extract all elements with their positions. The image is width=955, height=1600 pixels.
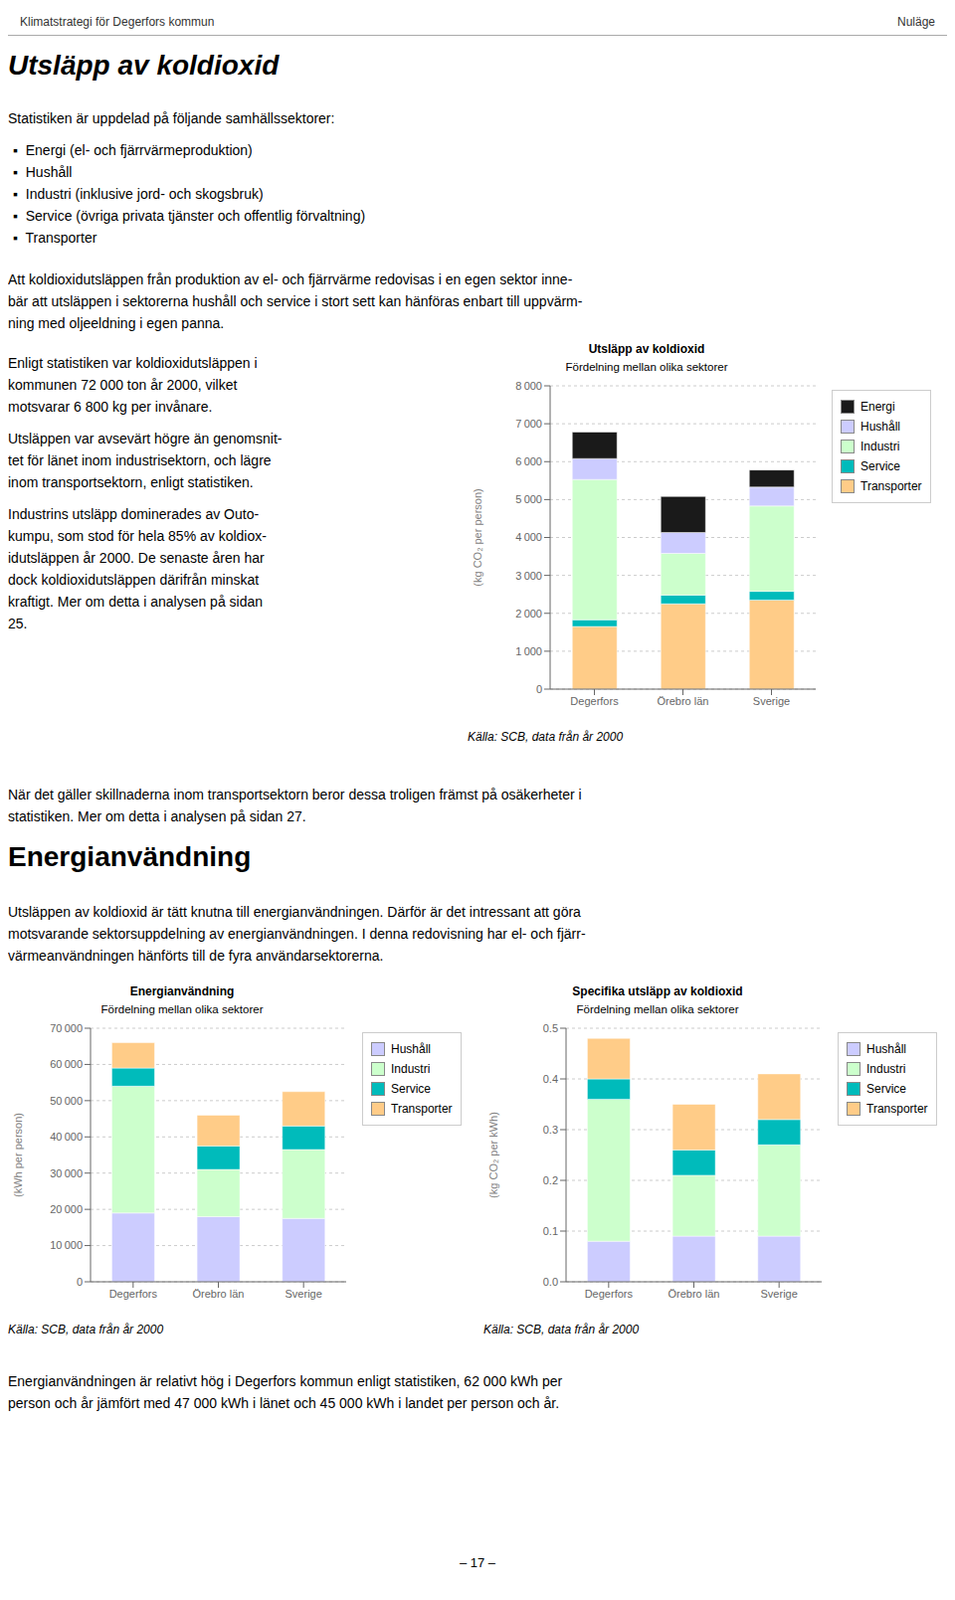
html-text:Nuläge: Nuläge: [897, 14, 936, 29]
svg-text:50 000: 50 000: [49, 1095, 83, 1108]
svg-text:0: 0: [536, 683, 543, 696]
html-text:När det gäller skillnaderna in: När det gäller skillnaderna inom transpo…: [7, 786, 582, 803]
html-text:Fördelning mellan olika sektor: Fördelning mellan olika sektorer: [565, 361, 728, 374]
html-text:ning med oljeeldning i egen pa: ning med oljeeldning i egen panna.: [7, 315, 225, 332]
html-text:Transporter: Transporter: [390, 1102, 453, 1117]
html-text:dock koldioxidutsläppen därifr: dock koldioxidutsläppen därifrån minskat: [7, 572, 259, 588]
svg-text:6 000: 6 000: [515, 455, 543, 468]
svg-text:30 000: 30 000: [49, 1167, 83, 1180]
html-text:Transporter: Transporter: [866, 1102, 928, 1117]
svg-text:5 000: 5 000: [515, 493, 543, 506]
html-text:Energianvändningen är relativt: Energianvändningen är relativt hög i Deg…: [7, 1373, 563, 1390]
html-text:– 17 –: – 17 –: [459, 1555, 496, 1571]
svg-text:40 000: 40 000: [49, 1131, 83, 1144]
svg-text:8 000: 8 000: [515, 380, 543, 392]
svg-text:(kg CO₂ per kWh): (kg CO₂ per kWh): [487, 1112, 500, 1199]
svg-text:0.2: 0.2: [543, 1174, 559, 1187]
svg-text:Sverige: Sverige: [285, 1288, 323, 1301]
html-text:Källa: SCB, data från år 2000: Källa: SCB, data från år 2000: [483, 1323, 639, 1337]
svg-text:Sverige: Sverige: [761, 1288, 798, 1301]
svg-text:0.5: 0.5: [543, 1022, 559, 1035]
svg-text:60 000: 60 000: [49, 1058, 83, 1071]
html-text:Hushåll: Hushåll: [866, 1042, 907, 1057]
svg-text:Sverige: Sverige: [753, 695, 790, 708]
html-text:person och år jämfört med 47 0: person och år jämfört med 47 000 kWh i l…: [7, 1395, 560, 1412]
html-text:▪ Service (övriga privata tjän: ▪ Service (övriga privata tjänster och o…: [12, 207, 366, 224]
svg-text:7 000: 7 000: [515, 417, 543, 430]
html-text:Specifika utsläpp av koldioxid: Specifika utsläpp av koldioxid: [572, 984, 743, 999]
html-text:kraftigt. Mer om detta i analy: kraftigt. Mer om detta i analysen på sid…: [7, 593, 263, 610]
html-text:Utsläppen var avsevärt högre ä: Utsläppen var avsevärt högre än genomsni…: [7, 430, 283, 447]
html-text:Industrins utsläpp dominerades: Industrins utsläpp dominerades av Outo-: [7, 506, 259, 523]
html-text:kumpu, som stod för hela 85% a: kumpu, som stod för hela 85% av koldiox-: [7, 528, 267, 545]
html-text:motsvarar 6 800 kg per invånar: motsvarar 6 800 kg per invånare.: [7, 398, 213, 415]
html-text:Utsläpp av koldioxid: Utsläpp av koldioxid: [588, 342, 705, 357]
html-text:Energi: Energi: [860, 399, 896, 414]
html-text:Fördelning mellan olika sektor: Fördelning mellan olika sektorer: [576, 1003, 739, 1016]
svg-text:(kWh per person): (kWh per person): [11, 1113, 24, 1198]
svg-text:0.3: 0.3: [543, 1124, 559, 1137]
svg-text:10 000: 10 000: [49, 1239, 83, 1252]
svg-text:Degerfors: Degerfors: [570, 695, 619, 708]
svg-text:0.4: 0.4: [543, 1073, 559, 1086]
svg-text:70 000: 70 000: [49, 1022, 83, 1035]
html-text:Energianvändning: Energianvändning: [7, 841, 251, 873]
svg-text:0: 0: [76, 1276, 83, 1289]
svg-text:Örebro län: Örebro län: [192, 1288, 245, 1301]
html-text:Service: Service: [390, 1082, 431, 1097]
svg-text:Degerfors: Degerfors: [584, 1288, 634, 1301]
svg-text:1 000: 1 000: [515, 645, 543, 658]
svg-text:3 000: 3 000: [515, 570, 543, 582]
html-text:Transporter: Transporter: [860, 479, 922, 494]
html-text:Klimatstrategi för Degerfors k: Klimatstrategi för Degerfors kommun: [19, 14, 215, 29]
html-text:Service: Service: [866, 1082, 907, 1097]
html-text:tet för länet inom industrisek: tet för länet inom industrisektorn, och …: [7, 452, 272, 469]
html-text:motsvarande sektorsuppdelning: motsvarande sektorsuppdelning av energia…: [7, 926, 586, 943]
html-text:▪ Energi (el- och fjärrvärmepr: ▪ Energi (el- och fjärrvärmeproduktion): [12, 142, 253, 159]
html-text:25.: 25.: [7, 615, 28, 632]
svg-text:4 000: 4 000: [515, 531, 543, 544]
html-text:Hushåll: Hushåll: [860, 419, 901, 434]
html-text:Källa: SCB, data från år 2000: Källa: SCB, data från år 2000: [467, 730, 623, 745]
html-text:Enligt statistiken var koldiox: Enligt statistiken var koldioxidutsläppe…: [7, 355, 258, 372]
svg-text:Örebro län: Örebro län: [668, 1288, 721, 1301]
html-text:Industri: Industri: [390, 1062, 431, 1077]
html-text:bär att utsläppen i sektorerna: bär att utsläppen i sektorerna hushåll o…: [7, 293, 583, 310]
html-text:Utsläpp av koldioxid: Utsläpp av koldioxid: [7, 49, 279, 81]
svg-text:0.0: 0.0: [543, 1276, 559, 1289]
svg-text:Örebro län: Örebro län: [657, 695, 710, 708]
html-text:Service: Service: [860, 459, 901, 474]
svg-text:2 000: 2 000: [515, 607, 543, 620]
html-text:▪ Hushåll: ▪ Hushåll: [12, 164, 73, 181]
html-text:idutsläppen år 2000. De senast: idutsläppen år 2000. De senaste åren har: [7, 550, 265, 567]
html-text:Hushåll: Hushåll: [390, 1042, 431, 1057]
html-text:Energianvändning: Energianvändning: [130, 984, 235, 999]
html-text:Att koldioxidutsläppen från pr: Att koldioxidutsläppen från produktion a…: [7, 271, 573, 288]
html-text:inom transportsektorn, enligt: inom transportsektorn, enligt statistike…: [7, 474, 254, 491]
svg-text:Degerfors: Degerfors: [109, 1288, 159, 1301]
html-text:Industri: Industri: [866, 1062, 906, 1077]
html-text:Industri: Industri: [860, 439, 900, 454]
html-text:▪ Transporter: ▪ Transporter: [12, 229, 97, 246]
html-text:Fördelning mellan olika sektor: Fördelning mellan olika sektorer: [100, 1003, 264, 1016]
html-text:kommunen 72 000 ton år 2000, v: kommunen 72 000 ton år 2000, vilket: [7, 377, 238, 393]
svg-text:(kg CO₂ per person): (kg CO₂ per person): [471, 488, 484, 586]
html-text:Källa: SCB, data från år 2000: Källa: SCB, data från år 2000: [7, 1323, 164, 1337]
svg-text:20 000: 20 000: [49, 1203, 83, 1216]
html-text:värmeanvändningen hänförts til: värmeanvändningen hänförts till de fyra …: [7, 948, 384, 964]
html-text:statistiken. Mer om detta i an: statistiken. Mer om detta i analysen på …: [7, 808, 306, 825]
html-text:Utsläppen av koldioxid är tätt: Utsläppen av koldioxid är tätt knutna ti…: [7, 904, 581, 921]
html-text:Statistiken är uppdelad på föl: Statistiken är uppdelad på följande samh…: [7, 110, 335, 127]
html-text:▪ Industri (inklusive jord- oc: ▪ Industri (inklusive jord- och skogsbru…: [12, 186, 264, 202]
svg-text:0.1: 0.1: [543, 1225, 559, 1238]
